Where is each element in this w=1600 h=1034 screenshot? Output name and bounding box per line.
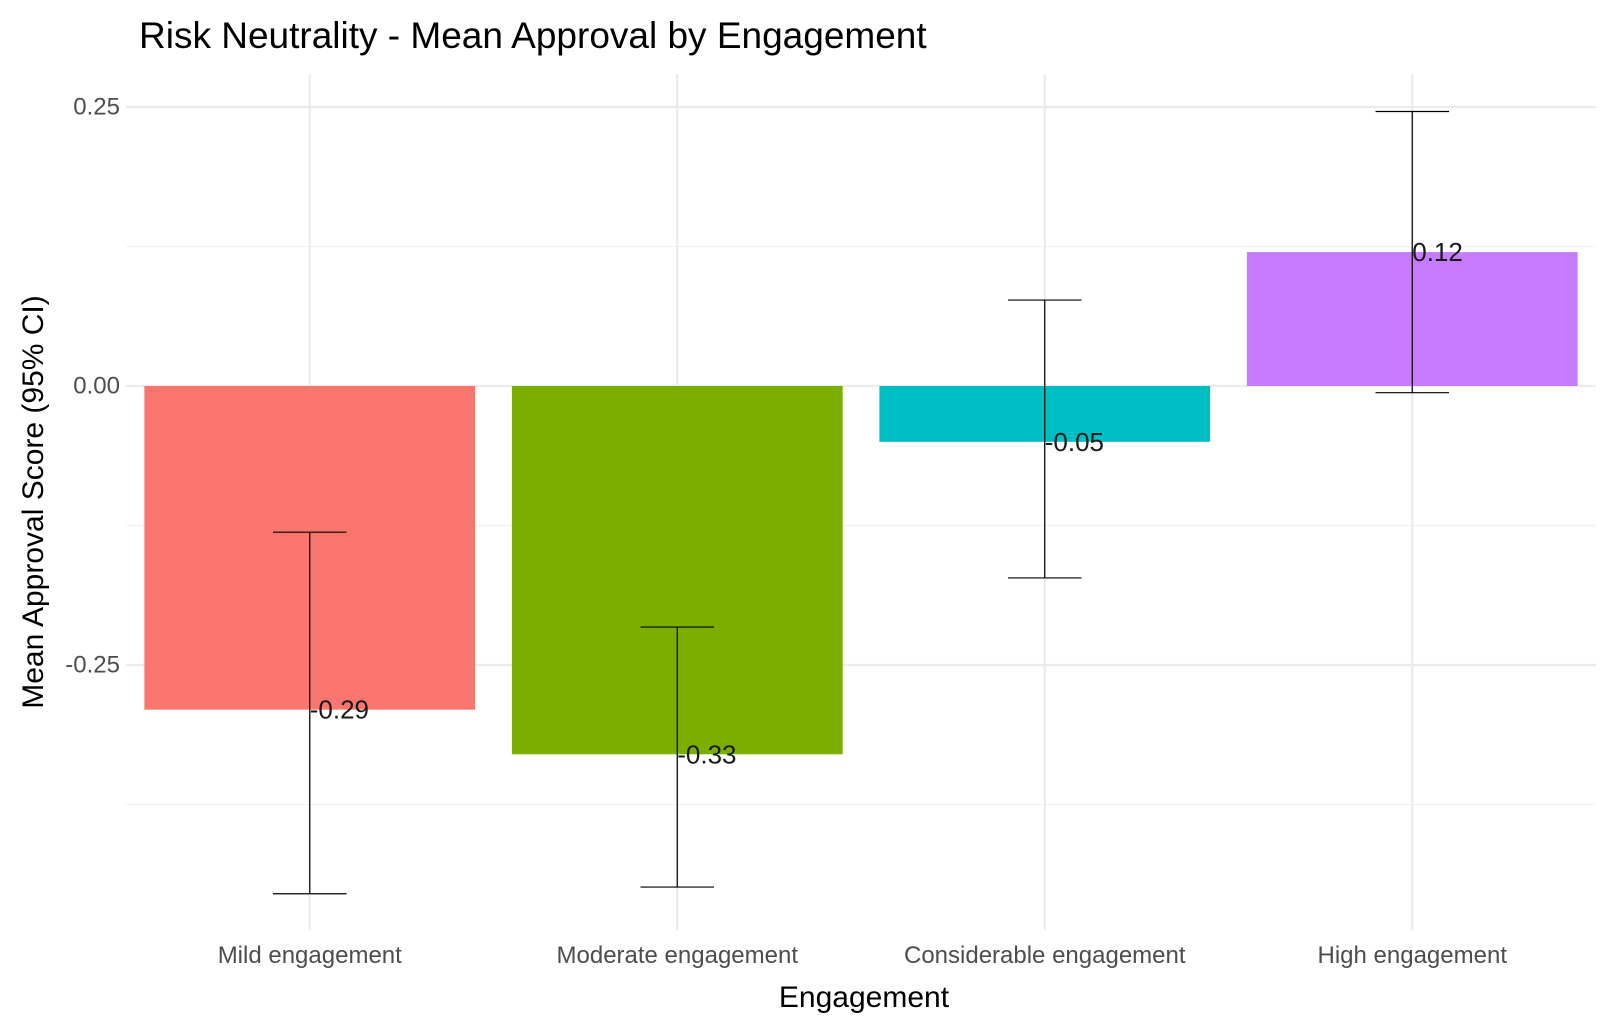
x-tick-label: Considerable engagement [904, 942, 1186, 969]
x-axis-title: Engagement [779, 981, 950, 1014]
data-labels: -0.29 -0.33 -0.05 0.12 [310, 237, 1463, 769]
axis-ticks: 0.25 0.00 -0.25 Mild engagement Moderate eng… [65, 94, 1507, 970]
data-label: 0.12 [1412, 237, 1463, 267]
y-axis-title: Mean Approval Score (95% CI) [17, 295, 50, 709]
bars [144, 252, 1578, 755]
x-tick-label: High engagement [1318, 942, 1508, 969]
x-tick-label: Moderate engagement [557, 942, 799, 969]
data-label: -0.05 [1045, 427, 1104, 457]
chart-title: Risk Neutrality - Mean Approval by Engag… [139, 15, 927, 56]
data-label: -0.29 [310, 695, 369, 725]
y-tick-label: 0.00 [73, 373, 120, 400]
error-bars [273, 110, 1449, 895]
y-tick-label: -0.25 [65, 652, 120, 679]
data-label: -0.33 [677, 739, 736, 769]
x-tick-label: Mild engagement [218, 942, 402, 969]
y-tick-label: 0.25 [73, 94, 120, 121]
